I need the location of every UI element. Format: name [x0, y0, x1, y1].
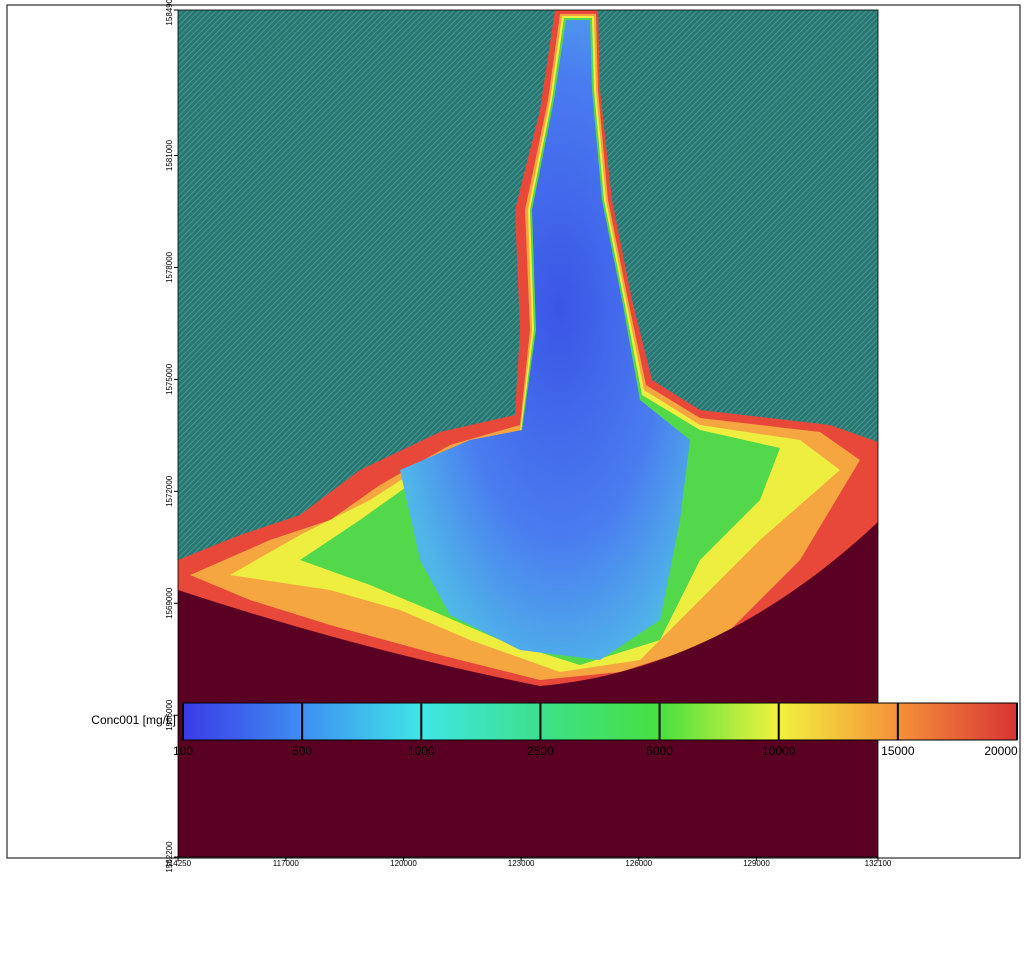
- x-tick-label: 123000: [508, 859, 535, 868]
- colorbar-tick-label: 1000: [408, 744, 435, 758]
- colorbar-segment: [779, 703, 898, 740]
- x-tick-label: 132100: [865, 859, 892, 868]
- y-tick-label: 1578000: [165, 251, 174, 283]
- y-tick-label: 1581000: [165, 139, 174, 171]
- screen: 1142501170001200001230001260001290001321…: [0, 0, 1027, 957]
- colorbar-segment: [183, 703, 302, 740]
- y-tick-label: 1569000: [165, 587, 174, 619]
- x-tick-label: 117000: [273, 859, 300, 868]
- colorbar-tick-label: 500: [292, 744, 312, 758]
- colorbar-tick-label: 10000: [762, 744, 796, 758]
- colorbar-label: Conc001 [mg/L]: [91, 713, 176, 727]
- colorbar-segment: [540, 703, 659, 740]
- x-tick-label: 126000: [625, 859, 652, 868]
- colorbar-segment: [302, 703, 421, 740]
- y-tick-label: 1572000: [165, 475, 174, 507]
- x-tick-label: 129000: [743, 859, 770, 868]
- y-tick-label: 1584900: [165, 0, 174, 26]
- x-tick-label: 120000: [390, 859, 417, 868]
- y-tick-label: 1562200: [165, 841, 174, 873]
- colorbar-tick-label: 2500: [527, 744, 554, 758]
- colorbar-tick-label: 15000: [881, 744, 915, 758]
- colorbar-tick-label: 100: [173, 744, 193, 758]
- colorbar-tick-label: 5000: [646, 744, 673, 758]
- colorbar-segment: [660, 703, 779, 740]
- colorbar-tick-label: 20000: [984, 744, 1018, 758]
- y-tick-label: 1575000: [165, 363, 174, 395]
- colorbar-segment: [898, 703, 1017, 740]
- colorbar-segment: [421, 703, 540, 740]
